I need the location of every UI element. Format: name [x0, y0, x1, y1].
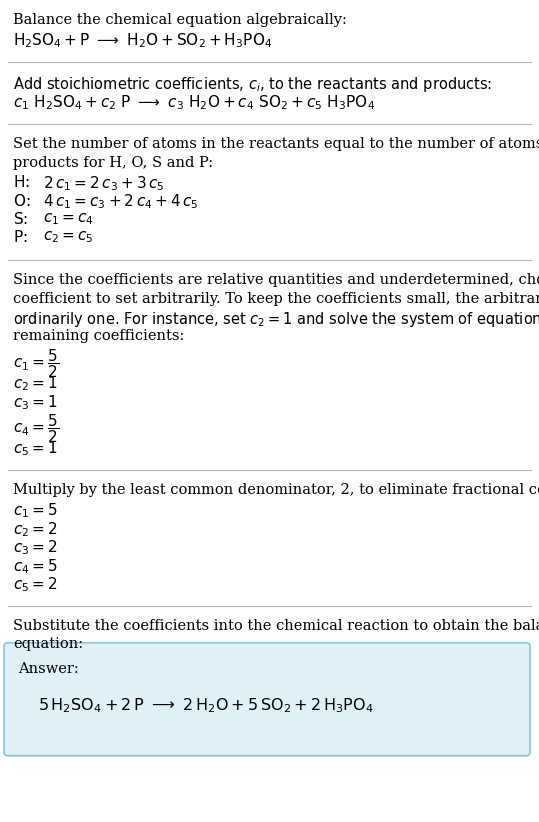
- Text: remaining coefficients:: remaining coefficients:: [13, 329, 184, 343]
- Text: $\mathregular{O}$:: $\mathregular{O}$:: [13, 192, 30, 209]
- Text: Answer:: Answer:: [18, 662, 79, 676]
- Text: $c_2 = 2$: $c_2 = 2$: [13, 520, 58, 538]
- Text: Since the coefficients are relative quantities and underdetermined, choose a: Since the coefficients are relative quan…: [13, 273, 539, 287]
- Text: $c_1 = c_4$: $c_1 = c_4$: [43, 211, 94, 227]
- Text: products for H, O, S and P:: products for H, O, S and P:: [13, 155, 213, 169]
- Text: Balance the chemical equation algebraically:: Balance the chemical equation algebraica…: [13, 13, 347, 27]
- Text: $c_2 = c_5$: $c_2 = c_5$: [43, 229, 93, 245]
- Text: $\mathregular{H_2SO_4} + \mathregular{P}\ \longrightarrow\ \mathregular{H_2O} + : $\mathregular{H_2SO_4} + \mathregular{P}…: [13, 31, 272, 50]
- Text: $c_3 = 2$: $c_3 = 2$: [13, 538, 58, 557]
- Text: $c_5 = 2$: $c_5 = 2$: [13, 575, 58, 594]
- Text: $c_2 = 1$: $c_2 = 1$: [13, 375, 58, 394]
- Text: $\mathregular{S}$:: $\mathregular{S}$:: [13, 211, 28, 227]
- Text: Set the number of atoms in the reactants equal to the number of atoms in the: Set the number of atoms in the reactants…: [13, 137, 539, 151]
- Text: $\mathregular{P}$:: $\mathregular{P}$:: [13, 229, 27, 246]
- Text: Add stoichiometric coefficients, $c_i$, to the reactants and products:: Add stoichiometric coefficients, $c_i$, …: [13, 75, 492, 94]
- Text: $5\,\mathregular{H_2SO_4} + 2\,\mathregular{P}\ \longrightarrow\ 2\,\mathregular: $5\,\mathregular{H_2SO_4} + 2\,\mathregu…: [38, 697, 374, 715]
- Text: $c_1 = 5$: $c_1 = 5$: [13, 501, 58, 520]
- Text: $c_3 = 1$: $c_3 = 1$: [13, 393, 58, 412]
- Text: $c_5 = 1$: $c_5 = 1$: [13, 440, 58, 458]
- Text: equation:: equation:: [13, 638, 83, 652]
- Text: $4\,c_1 = c_3 + 2\,c_4 + 4\,c_5$: $4\,c_1 = c_3 + 2\,c_4 + 4\,c_5$: [43, 192, 199, 211]
- Text: $c_1 = \dfrac{5}{2}$: $c_1 = \dfrac{5}{2}$: [13, 347, 59, 380]
- Text: coefficient to set arbitrarily. To keep the coefficients small, the arbitrary va: coefficient to set arbitrarily. To keep …: [13, 292, 539, 306]
- Text: $c_4 = 5$: $c_4 = 5$: [13, 557, 58, 575]
- Text: $c_1\ \mathregular{H_2SO_4} + c_2\ \mathregular{P}\ \longrightarrow\ c_3\ \mathr: $c_1\ \mathregular{H_2SO_4} + c_2\ \math…: [13, 94, 375, 112]
- Text: $c_4 = \dfrac{5}{2}$: $c_4 = \dfrac{5}{2}$: [13, 412, 59, 445]
- FancyBboxPatch shape: [4, 643, 530, 755]
- Text: Substitute the coefficients into the chemical reaction to obtain the balanced: Substitute the coefficients into the che…: [13, 619, 539, 633]
- Text: $\mathregular{H}$:: $\mathregular{H}$:: [13, 174, 30, 190]
- Text: ordinarily one. For instance, set $c_2 = 1$ and solve the system of equations fo: ordinarily one. For instance, set $c_2 =…: [13, 310, 539, 329]
- Text: $2\,c_1 = 2\,c_3 + 3\,c_5$: $2\,c_1 = 2\,c_3 + 3\,c_5$: [43, 174, 164, 192]
- Text: Multiply by the least common denominator, 2, to eliminate fractional coefficient: Multiply by the least common denominator…: [13, 483, 539, 497]
